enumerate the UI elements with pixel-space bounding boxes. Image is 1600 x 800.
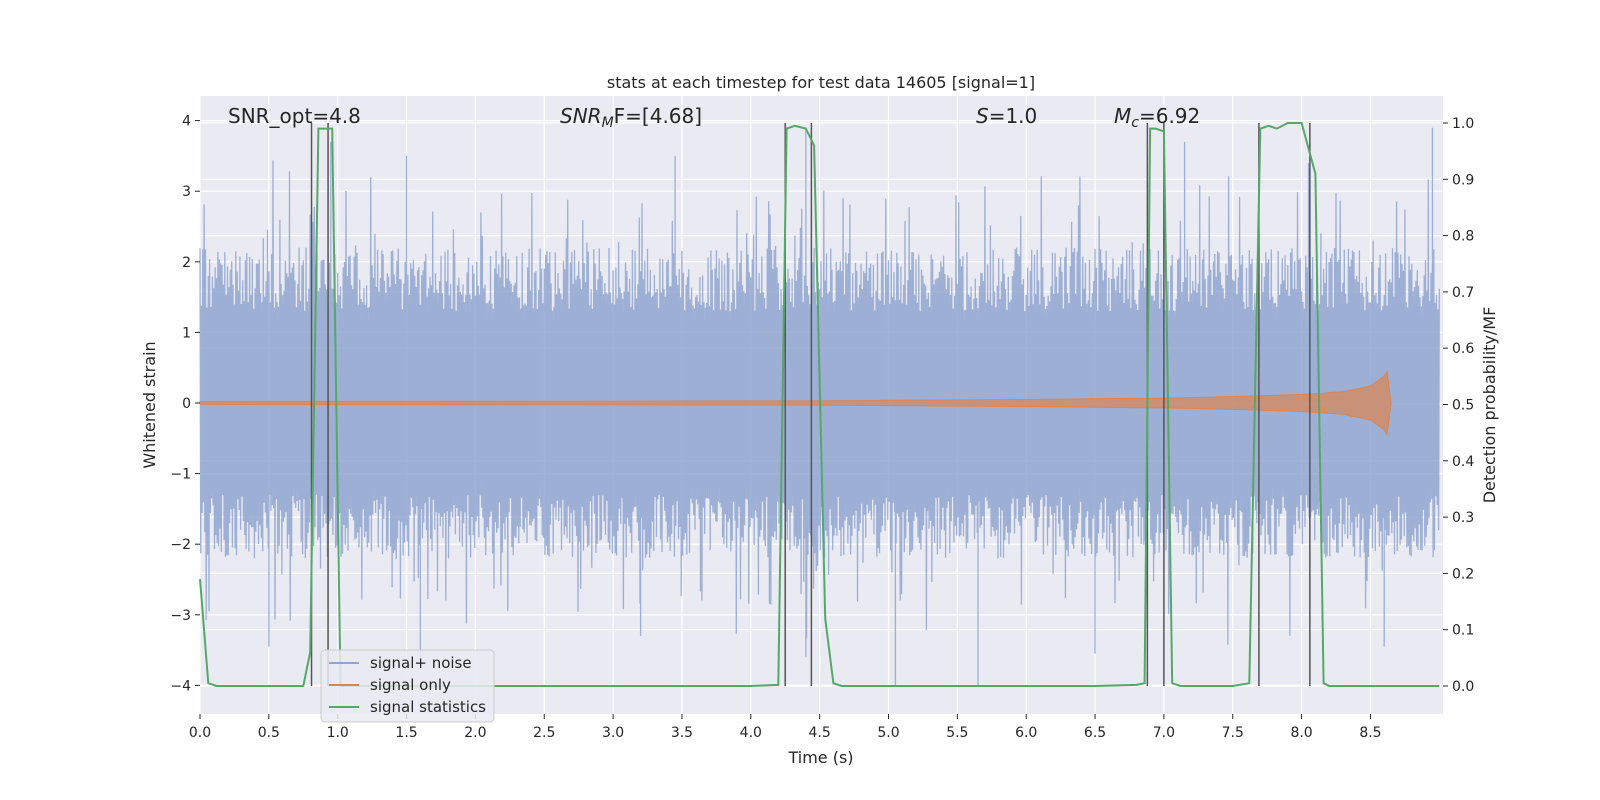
- legend-label-signal-plus-noise: signal+ noise: [370, 654, 472, 672]
- y-right-tick-label: 0.6: [1452, 341, 1474, 357]
- mc-sub: c: [1131, 115, 1139, 131]
- y-tick-label: −1: [170, 467, 191, 483]
- legend-box: [320, 649, 495, 723]
- annotation-mc: Mc=6.92: [1114, 104, 1200, 131]
- x-tick-label: 5.0: [877, 725, 899, 741]
- signal-only-envelope: [199, 369, 1392, 437]
- x-tick-label: 8.0: [1290, 725, 1312, 741]
- annotation-snr-mf: SNRMF=[4.68]: [560, 104, 702, 131]
- y-right-tick-label: 0.2: [1452, 566, 1474, 582]
- x-tick-label: 2.0: [464, 725, 486, 741]
- y-right-tick-label: 0.3: [1452, 510, 1474, 526]
- x-tick-label: 0.0: [189, 725, 211, 741]
- series-signal-plus-noise: [199, 127, 1440, 686]
- x-tick-label: 3.0: [602, 725, 624, 741]
- y-right-tick-label: 0.0: [1452, 679, 1474, 695]
- x-tick-label: 5.5: [946, 725, 968, 741]
- x-tick-label: 0.5: [258, 725, 280, 741]
- x-tick-label: 2.5: [533, 725, 555, 741]
- mc-base: M: [1114, 104, 1131, 128]
- series-signal-only: [199, 369, 1392, 437]
- y-tick-label: 4: [182, 114, 191, 130]
- x-tick-label: 6.0: [1015, 725, 1037, 741]
- y-tick-label: 0: [182, 396, 191, 412]
- snr-mf-sub: M: [602, 115, 614, 131]
- y-right-tick-label: 0.1: [1452, 623, 1474, 639]
- legend-label-signal-only: signal only: [370, 676, 451, 694]
- y-tick-label: 2: [182, 255, 191, 271]
- signal-statistics-line: [199, 122, 1440, 687]
- x-tick-label: 6.5: [1084, 725, 1106, 741]
- y-right-tick-label: 0.7: [1452, 285, 1474, 301]
- signal-plus-noise-line: [199, 127, 1440, 686]
- x-tick-label: 8.5: [1359, 725, 1381, 741]
- annotation-s: S=1.0: [976, 104, 1037, 128]
- mc-rest: =6.92: [1139, 104, 1200, 128]
- snr-mf-rest: F=[4.68]: [614, 104, 702, 128]
- x-axis-label: Time (s): [787, 748, 853, 767]
- x-tick-label: 7.0: [1153, 725, 1175, 741]
- s-rest: =1.0: [989, 104, 1038, 128]
- y-tick-label: 3: [182, 184, 191, 200]
- y-right-tick-label: 0.4: [1452, 454, 1474, 470]
- legend-label-signal-statistics: signal statistics: [370, 698, 486, 716]
- series-signal-statistics: [199, 122, 1440, 687]
- snr-mf-base: SNR: [560, 104, 602, 128]
- x-tick-label: 1.5: [395, 725, 417, 741]
- y-right-axis-label: Detection probability/MF: [1480, 307, 1499, 504]
- y-tick-label: −4: [170, 678, 191, 694]
- x-tick-label: 3.5: [671, 725, 693, 741]
- y-tick-label: −2: [170, 537, 191, 553]
- legend: signal+ noise signal only signal statist…: [320, 649, 495, 723]
- y-tick-label: −3: [170, 608, 191, 624]
- y-right-tick-label: 0.8: [1452, 229, 1474, 245]
- y-right-tick-label: 1.0: [1452, 116, 1474, 132]
- x-tick-label: 7.5: [1222, 725, 1244, 741]
- x-tick-label: 1.0: [327, 725, 349, 741]
- y-right-tick-label: 0.5: [1452, 398, 1474, 414]
- chart-title: stats at each timestep for test data 146…: [607, 73, 1035, 92]
- s-base: S: [976, 104, 989, 128]
- y-right-tick-label: 0.9: [1452, 172, 1474, 188]
- y-axis-label: Whitened strain: [140, 341, 159, 468]
- tick-labels: 0.0 0.5 1.0 1.5 2.0 2.5 3.0 3.5 4.0 4.5 5.0 5.5 6.0 6…: [170, 114, 1474, 741]
- x-tick-label: 4.5: [809, 725, 831, 741]
- annotation-snr-opt: SNR_opt=4.8: [228, 104, 361, 128]
- x-tick-label: 4.0: [740, 725, 762, 741]
- y-tick-label: 1: [182, 325, 191, 341]
